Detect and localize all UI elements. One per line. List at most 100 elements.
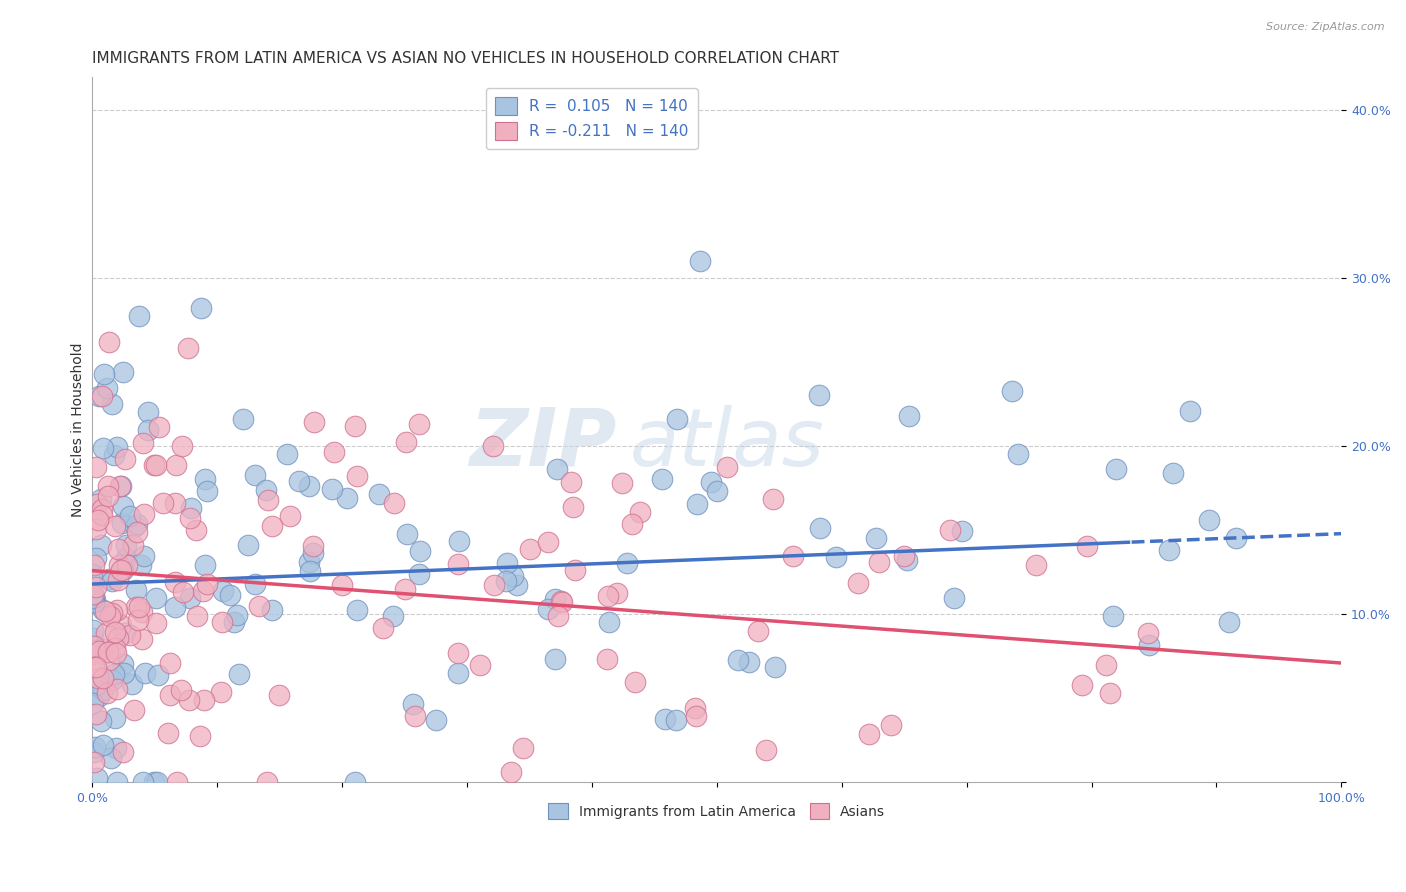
Point xyxy=(134,549,156,564)
Point xyxy=(82,591,104,606)
Point xyxy=(91,508,114,522)
Point xyxy=(610,475,633,490)
Point xyxy=(148,668,170,682)
Point xyxy=(91,671,114,685)
Point xyxy=(1225,531,1247,545)
Point xyxy=(97,645,120,659)
Point xyxy=(195,483,218,498)
Point xyxy=(665,713,688,727)
Point xyxy=(606,586,628,600)
Point xyxy=(108,479,131,493)
Point xyxy=(706,483,728,498)
Point xyxy=(156,725,179,739)
Point xyxy=(449,533,471,548)
Point xyxy=(87,388,110,402)
Point xyxy=(103,448,125,462)
Point xyxy=(446,558,468,572)
Point xyxy=(846,576,869,591)
Point xyxy=(136,405,159,419)
Point xyxy=(86,497,108,511)
Point xyxy=(394,582,416,597)
Point xyxy=(129,558,152,572)
Point xyxy=(616,556,638,570)
Point xyxy=(1102,609,1125,624)
Point xyxy=(624,675,647,690)
Point xyxy=(90,538,112,552)
Point xyxy=(107,558,129,572)
Point xyxy=(121,538,143,552)
Point xyxy=(346,468,368,483)
Point xyxy=(564,563,586,577)
Point xyxy=(519,541,541,556)
Point xyxy=(83,590,105,604)
Point xyxy=(298,555,321,569)
Point xyxy=(98,609,121,624)
Point xyxy=(195,577,218,591)
Text: atlas: atlas xyxy=(630,405,824,483)
Point xyxy=(118,627,141,641)
Point xyxy=(262,519,284,533)
Point xyxy=(91,501,114,516)
Point xyxy=(561,500,583,514)
Point xyxy=(194,472,217,486)
Point xyxy=(84,522,107,536)
Point xyxy=(321,482,343,496)
Text: IMMIGRANTS FROM LATIN AMERICA VS ASIAN NO VEHICLES IN HOUSEHOLD CORRELATION CHAR: IMMIGRANTS FROM LATIN AMERICA VS ASIAN N… xyxy=(93,51,839,66)
Point xyxy=(373,621,395,635)
Point xyxy=(163,575,186,590)
Point xyxy=(82,631,104,645)
Point xyxy=(544,652,567,666)
Point xyxy=(114,666,136,681)
Point xyxy=(468,658,491,673)
Point xyxy=(104,640,127,655)
Point xyxy=(105,440,128,454)
Point xyxy=(346,603,368,617)
Point xyxy=(276,447,298,461)
Point xyxy=(395,435,418,450)
Point xyxy=(502,569,524,583)
Point xyxy=(1076,539,1098,553)
Point xyxy=(825,550,848,565)
Point xyxy=(89,690,111,704)
Point xyxy=(121,677,143,691)
Point xyxy=(302,415,325,429)
Point xyxy=(82,624,104,638)
Point xyxy=(104,519,127,533)
Point xyxy=(950,524,973,539)
Point xyxy=(700,475,723,490)
Text: Source: ZipAtlas.com: Source: ZipAtlas.com xyxy=(1267,22,1385,32)
Point xyxy=(807,387,830,401)
Point xyxy=(868,555,890,569)
Point xyxy=(560,475,582,489)
Point xyxy=(808,520,831,534)
Point xyxy=(1137,638,1160,652)
Point xyxy=(163,600,186,615)
Point xyxy=(344,418,367,433)
Point xyxy=(84,678,107,692)
Point xyxy=(212,583,235,598)
Point xyxy=(110,618,132,632)
Point xyxy=(159,688,181,702)
Point xyxy=(409,544,432,558)
Point xyxy=(105,681,128,696)
Point xyxy=(344,775,367,789)
Point xyxy=(105,775,128,789)
Point xyxy=(100,751,122,765)
Point xyxy=(145,591,167,605)
Point xyxy=(1025,558,1047,572)
Point xyxy=(97,489,120,503)
Point xyxy=(287,474,309,488)
Point xyxy=(1095,658,1118,673)
Point xyxy=(495,574,517,588)
Point xyxy=(105,741,128,756)
Point xyxy=(858,726,880,740)
Point xyxy=(94,604,117,618)
Point xyxy=(111,499,134,513)
Point xyxy=(83,745,105,759)
Point xyxy=(254,483,277,497)
Point xyxy=(1099,686,1122,700)
Point xyxy=(107,542,129,557)
Y-axis label: No Vehicles in Household: No Vehicles in Household xyxy=(72,343,86,516)
Point xyxy=(91,682,114,697)
Point xyxy=(83,595,105,609)
